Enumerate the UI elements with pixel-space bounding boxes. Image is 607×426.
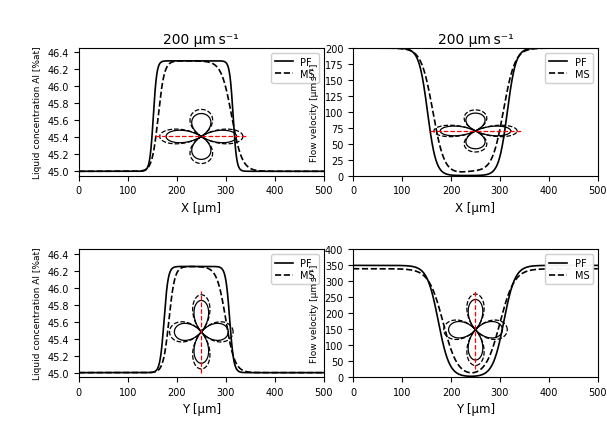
PF [320,370,327,375]
PF [350,263,357,268]
MS [454,361,461,366]
MS [378,46,385,52]
PF [454,173,461,178]
Legend: PF, MS: PF, MS [545,54,593,83]
PF [594,46,602,52]
Line: PF: PF [79,267,324,373]
Line: MS: MS [79,267,324,373]
Legend: PF, MS: PF, MS [271,54,319,83]
PF [169,266,177,271]
MS [169,287,177,292]
PF [589,46,597,52]
PF [320,170,327,175]
Line: PF: PF [353,266,598,377]
Legend: PF, MS: PF, MS [271,255,319,285]
Line: PF: PF [79,62,324,172]
PF [180,264,187,269]
MS [594,267,602,272]
PF [103,170,110,175]
PF [464,173,471,178]
PF [289,370,296,375]
PF [392,46,399,52]
MS [118,169,125,174]
PF [316,370,323,375]
Line: MS: MS [353,49,598,173]
Title: 200 μm s⁻¹: 200 μm s⁻¹ [163,32,239,46]
PF [392,263,399,268]
MS [458,170,466,175]
Y-axis label: Flow velocity [μm s⁻¹]: Flow velocity [μm s⁻¹] [310,63,319,161]
MS [183,59,190,64]
MS [454,170,461,175]
PF [443,355,450,360]
Y-axis label: Flow velocity [μm s⁻¹]: Flow velocity [μm s⁻¹] [310,265,319,363]
MS [320,370,327,375]
Title: 200 μm s⁻¹: 200 μm s⁻¹ [438,32,514,46]
MS [594,46,602,52]
MS [350,46,357,52]
MS [75,370,83,375]
MS [589,267,597,272]
PF [118,370,125,375]
PF [378,46,385,52]
PF [103,370,110,375]
MS [103,370,110,375]
PF [75,170,83,175]
MS [103,170,110,175]
MS [563,46,571,52]
X-axis label: Y [μm]: Y [μm] [456,402,495,415]
X-axis label: X [μm]: X [μm] [455,201,495,214]
Y-axis label: Liquid concentration Al [%at]: Liquid concentration Al [%at] [33,46,42,179]
MS [392,46,399,52]
PF [594,263,602,268]
MS [320,170,327,175]
PF [316,170,323,175]
PF [289,170,296,175]
MS [180,265,187,270]
PF [193,264,200,269]
MS [443,162,450,167]
PF [169,59,177,64]
PF [118,170,125,175]
Line: MS: MS [79,62,324,172]
MS [118,370,125,375]
PF [443,172,450,177]
Line: PF: PF [353,49,598,176]
PF [350,46,357,52]
MS [169,60,177,65]
X-axis label: X [μm]: X [μm] [181,201,222,214]
MS [392,267,399,272]
PF [467,374,475,379]
MS [75,170,83,175]
MS [350,267,357,272]
PF [189,59,197,64]
PF [180,59,187,64]
PF [454,371,461,376]
MS [378,267,385,272]
MS [468,370,475,375]
MS [563,267,571,272]
MS [289,370,296,375]
MS [316,170,323,175]
Legend: PF, MS: PF, MS [545,255,593,285]
MS [443,334,450,340]
MS [180,59,187,64]
Y-axis label: Liquid concentration Al [%at]: Liquid concentration Al [%at] [33,247,42,380]
X-axis label: Y [μm]: Y [μm] [181,402,221,415]
PF [563,46,571,52]
Line: MS: MS [353,269,598,373]
MS [589,46,597,52]
MS [188,265,195,270]
PF [563,263,571,268]
PF [75,370,83,375]
MS [289,169,296,174]
PF [378,263,385,268]
MS [316,370,323,375]
PF [589,263,597,268]
